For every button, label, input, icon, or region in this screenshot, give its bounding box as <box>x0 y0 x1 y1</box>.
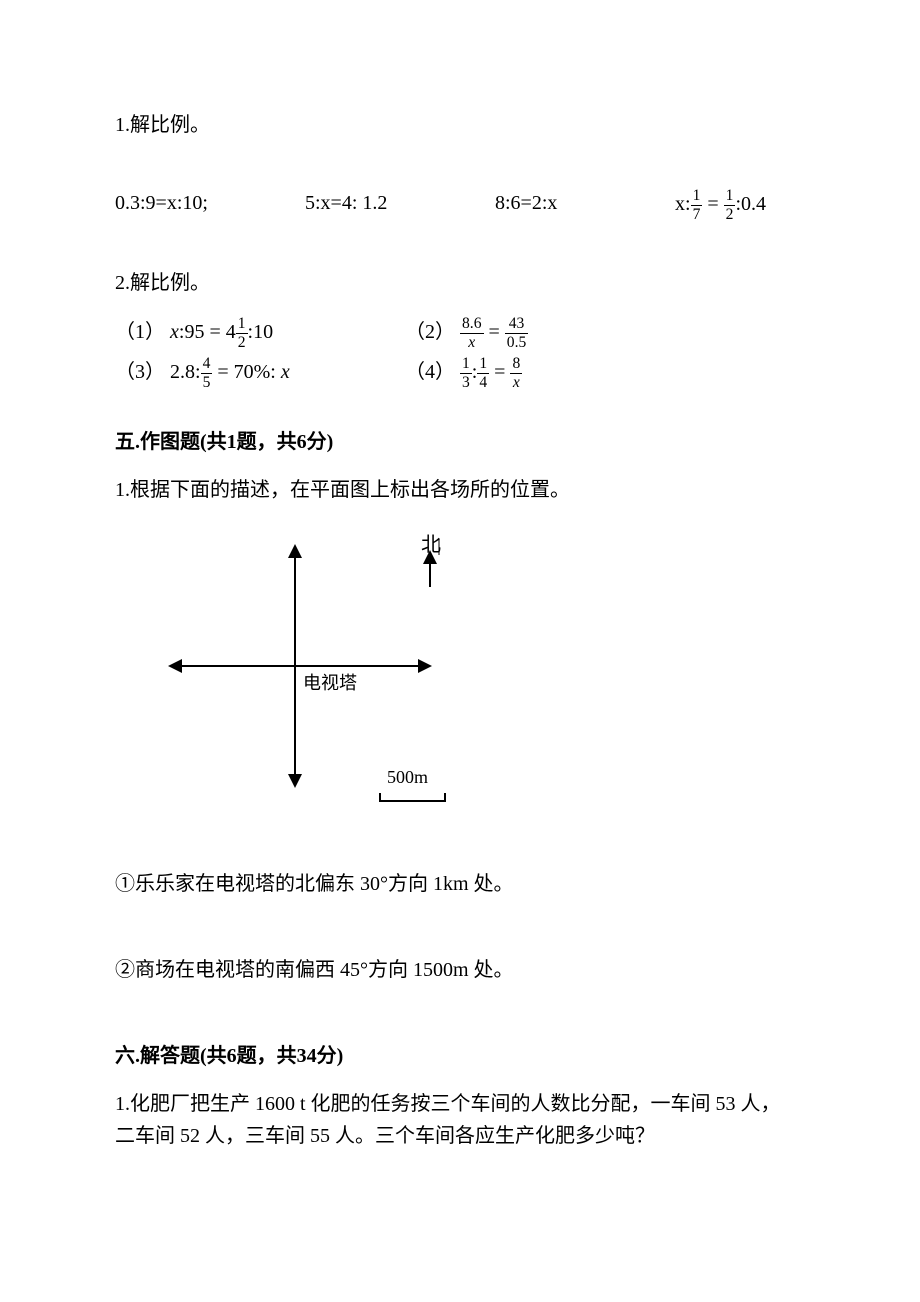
q1-equations-row: 0.3:9=x:10; 5:x=4: 1.2 8:6=2:x x:17 = 12… <box>115 188 805 222</box>
section6-title: 六.解答题(共6题，共34分) <box>115 1041 805 1071</box>
q1d-frac1: 17 <box>691 188 703 222</box>
section6-q1-line1: 1.化肥厂把生产 1600 t 化肥的任务按三个车间的人数比分配，一车间 53 … <box>115 1089 805 1119</box>
q2-eq2: （2） 8.6x = 430.5 <box>405 316 528 350</box>
q2-eq4: （4） 13:14 = 8x <box>405 356 522 390</box>
q2-label: 2.解比例。 <box>115 268 805 298</box>
q1-eq-d: x:17 = 12:0.4 <box>675 188 766 222</box>
q2-eq3-frac: 45 <box>201 356 213 390</box>
q1d-frac2: 12 <box>724 188 736 222</box>
q2-eq4-f1: 13 <box>460 356 472 390</box>
q2-eq2-f2: 430.5 <box>505 316 529 350</box>
scale-label: 500m <box>387 767 428 787</box>
section5-q1: 1.根据下面的描述，在平面图上标出各场所的位置。 <box>115 475 805 505</box>
section5-title: 五.作图题(共1题，共6分) <box>115 427 805 457</box>
scale-bar <box>380 793 445 801</box>
q1d-mid: = <box>702 193 723 215</box>
q1-eq-a: 0.3:9=x:10; <box>115 188 305 222</box>
page: 1.解比例。 0.3:9=x:10; 5:x=4: 1.2 8:6=2:x x:… <box>0 0 920 1302</box>
q2-eq1: （1） x:95 = 412:10 <box>115 316 405 350</box>
section5-item2: ②商场在电视塔的南偏西 45°方向 1500m 处。 <box>115 955 805 985</box>
q1-label: 1.解比例。 <box>115 110 805 140</box>
q1-eq-c: 8:6=2:x <box>495 188 675 222</box>
q2-equation-block: （1） x:95 = 412:10 （2） 8.6x = 430.5 （3） 2… <box>115 316 805 390</box>
q2-eq4-f2: 14 <box>477 356 489 390</box>
section6-q1-line2: 二车间 52 人，三车间 55 人。三个车间各应生产化肥多少吨？ <box>115 1121 805 1151</box>
q2-eq2-f1: 8.6x <box>460 316 484 350</box>
center-label: 电视塔 <box>303 673 357 693</box>
q1d-suffix: :0.4 <box>735 193 766 215</box>
q1d-prefix: x: <box>675 193 691 215</box>
q2-eq1-frac: 12 <box>236 316 248 350</box>
section5-item1: ①乐乐家在电视塔的北偏东 30°方向 1km 处。 <box>115 869 805 899</box>
q1-eq-b: 5:x=4: 1.2 <box>305 188 495 222</box>
figure-compass: 电视塔 北 500m <box>155 531 805 831</box>
north-label: 北 <box>421 533 441 556</box>
q2-eq4-f3: 8x <box>510 356 522 390</box>
q2-eq3: （3） 2.8:45 = 70%: x <box>115 356 405 390</box>
compass-svg: 电视塔 北 500m <box>155 531 515 831</box>
